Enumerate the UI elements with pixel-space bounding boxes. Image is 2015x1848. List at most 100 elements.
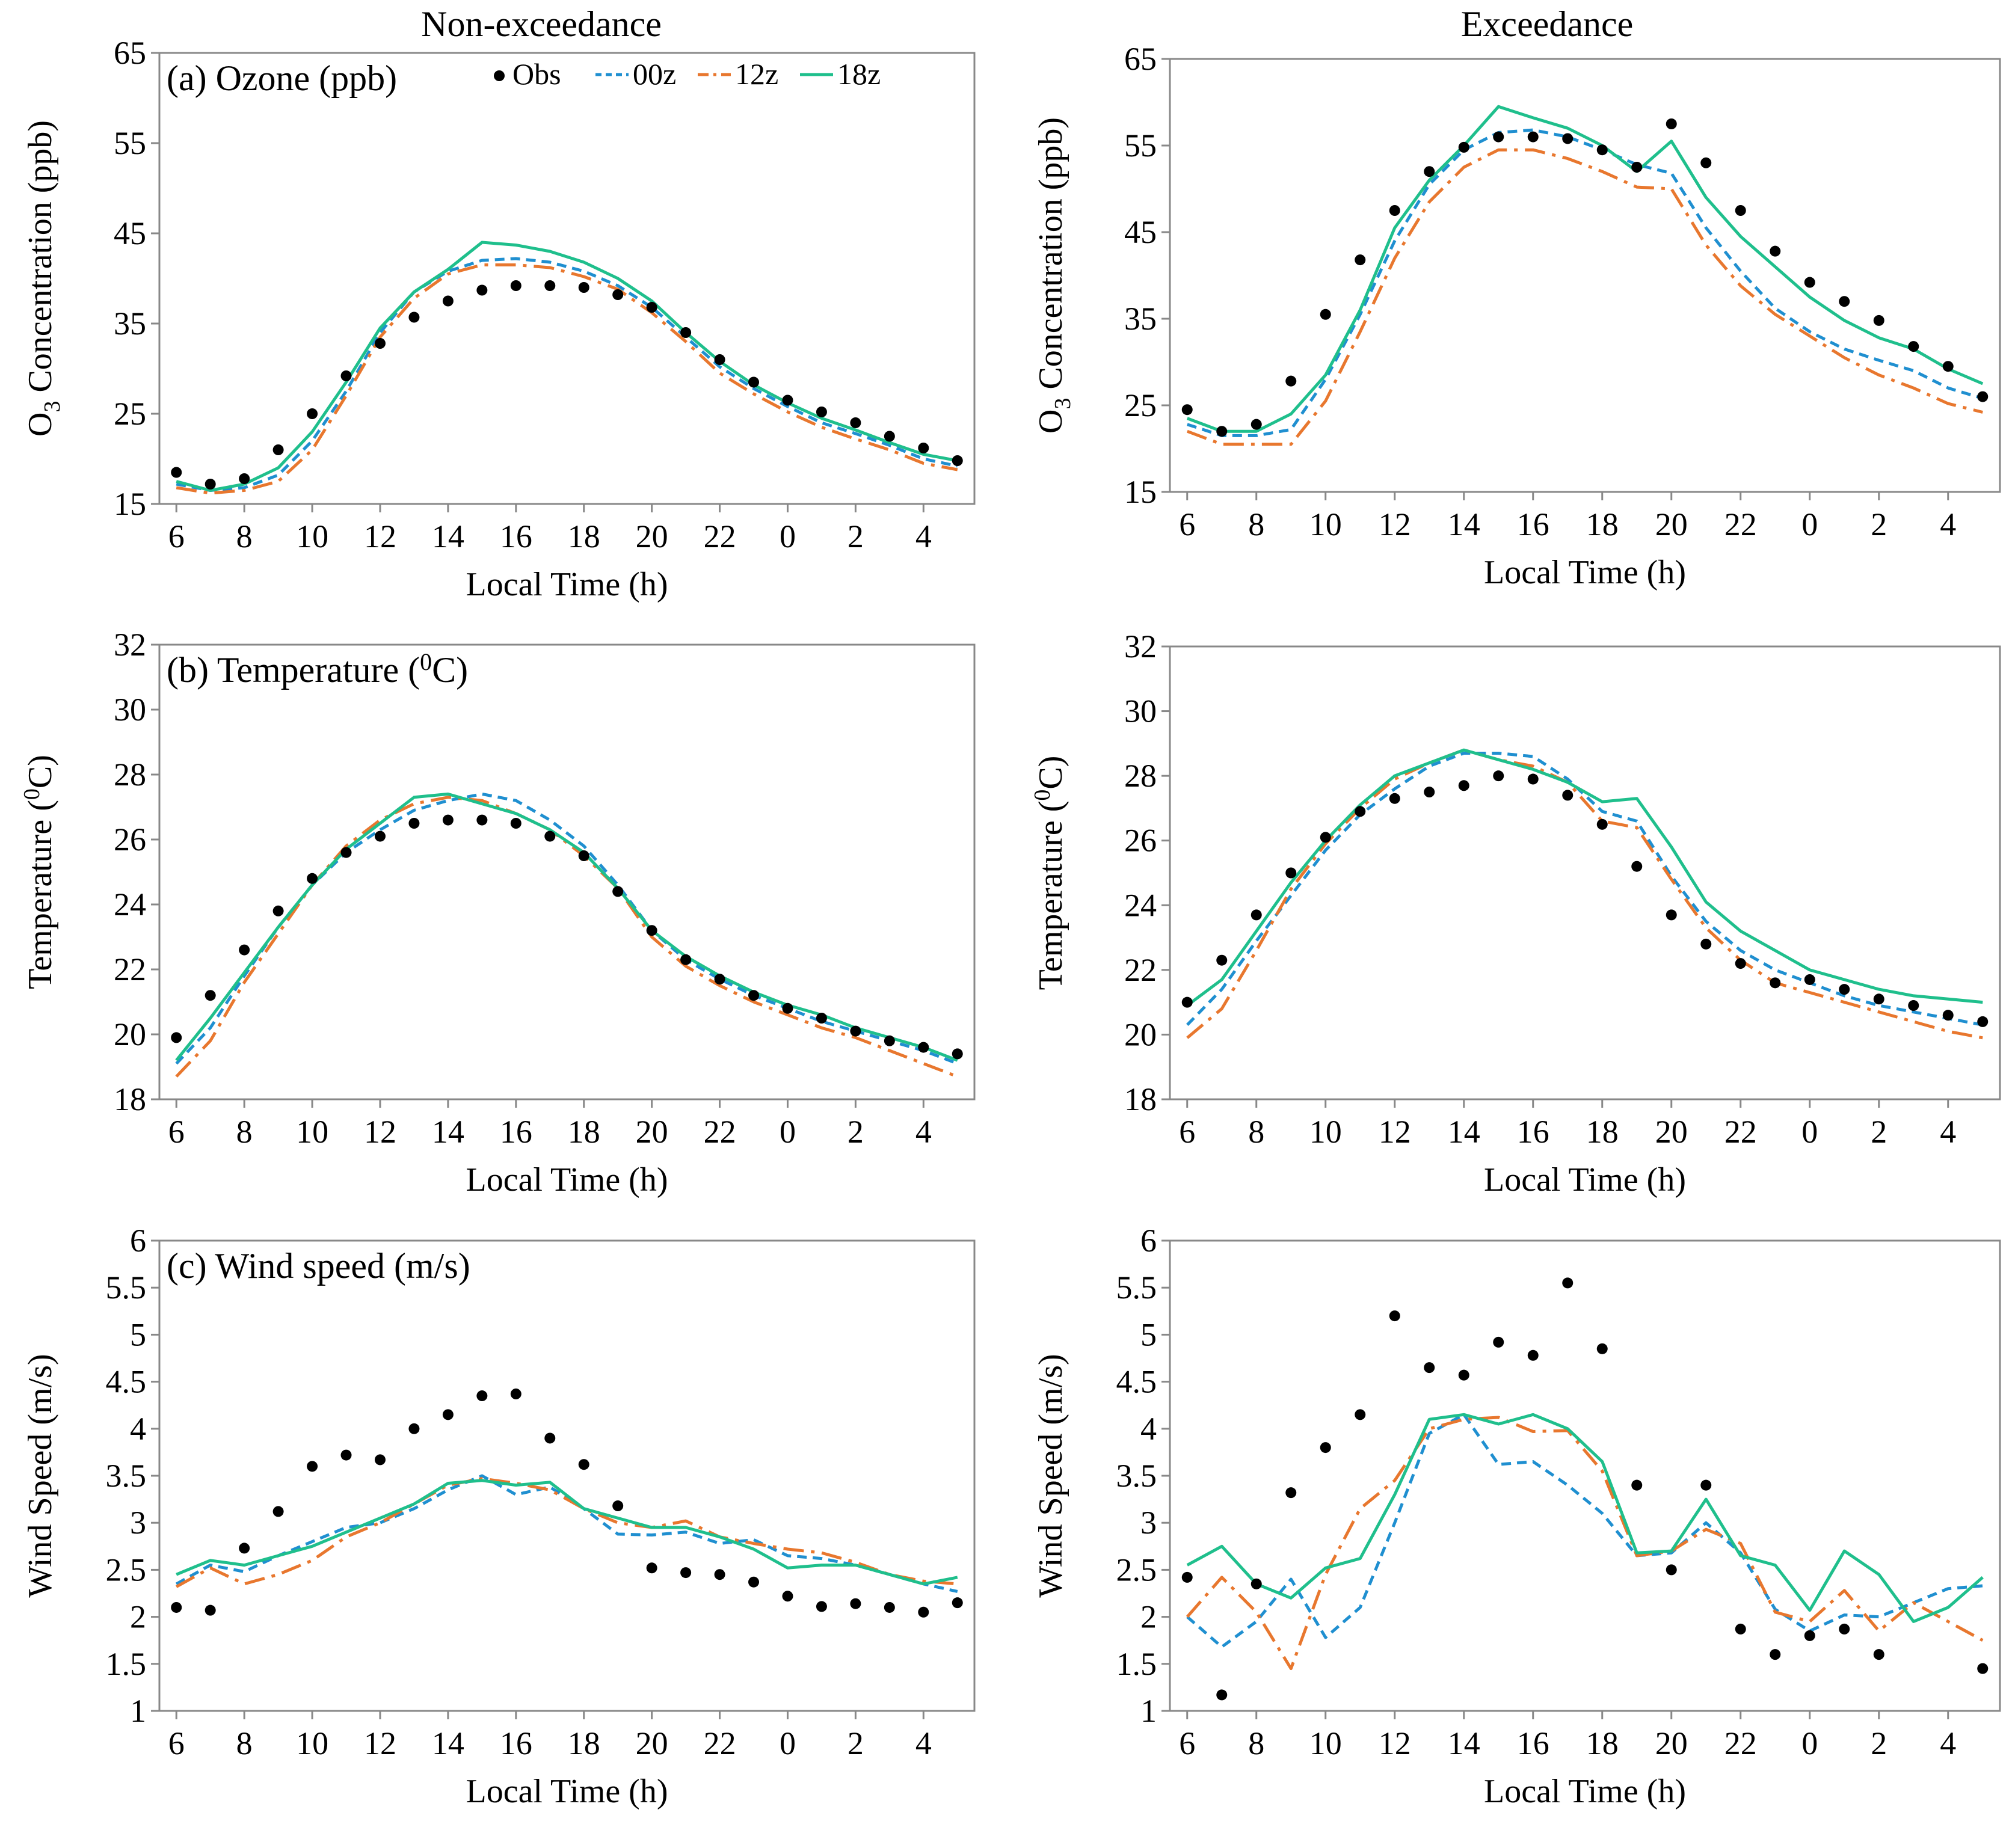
obs-point [1181,996,1193,1008]
x-tick-label: 14 [432,1114,464,1150]
obs-point [1493,770,1504,782]
x-tick-label: 0 [1801,1114,1818,1150]
obs-point [1700,1479,1712,1491]
series-line-12z [175,1477,958,1588]
x-tick-label: 0 [1801,1725,1818,1761]
y-tick-label: 20 [1124,1016,1157,1052]
obs-point [1596,1343,1608,1354]
x-tick-label: 20 [1655,506,1688,542]
y-tick-label: 5.5 [1116,1269,1157,1306]
series-line-00z [175,792,958,1065]
series-line-18z [176,1479,958,1586]
x-tick-label: 10 [296,518,328,554]
obs-point [952,1597,963,1609]
y-tick-label: 65 [1124,41,1157,77]
y-axis-label: Temperature (0C) [1030,756,1069,990]
obs-point [1804,277,1815,288]
y-tick-label: 25 [114,396,146,432]
obs-point [850,417,861,428]
obs-point [612,886,624,897]
y-tick-label: 22 [1124,952,1157,988]
x-tick-label: 4 [1940,506,1956,542]
x-tick-label: 20 [636,518,668,554]
obs-point [544,1432,556,1444]
obs-point [714,974,725,985]
obs-point [1285,867,1297,879]
x-tick-label: 10 [1309,1725,1342,1761]
x-tick-label: 16 [1517,1725,1549,1761]
obs-point [646,302,657,313]
obs-point [1181,1571,1193,1583]
y-axis-label: O3 Concentration (ppb) [22,120,65,437]
y-tick-label: 45 [1124,214,1157,250]
obs-point [1285,375,1297,387]
y-tick-label: 30 [1124,693,1157,729]
obs-point [307,1461,318,1472]
y-axis-label: Wind Speed (m/s) [1032,1354,1069,1597]
x-tick-label: 12 [364,518,396,554]
obs-point [1181,404,1193,416]
obs-point [442,1409,454,1420]
x-tick-label: 2 [1871,1114,1887,1150]
obs-point [612,1500,624,1512]
obs-point [952,1048,963,1060]
obs-point [1493,1336,1504,1348]
obs-point [1389,1310,1400,1322]
obs-point [1389,793,1400,804]
y-axis-label-rest: C) [1032,756,1069,790]
y-tick-label: 55 [114,125,146,161]
y-axis-label-sup: 0 [1030,790,1055,801]
obs-point [1631,861,1643,872]
y-axis-label-main: Temperature ( [22,800,59,989]
y-axis-label: Temperature (0C) [19,755,59,989]
y-tick-label: 28 [1124,758,1157,794]
obs-point [1977,1663,1989,1674]
series-line-00z [175,1474,958,1593]
obs-point [578,850,589,861]
obs-point [205,1604,216,1616]
obs-point [714,354,725,365]
series-line-12z [1186,148,1983,446]
obs-point [1770,245,1781,257]
obs-point [1631,1479,1643,1491]
y-tick-label: 5 [130,1316,146,1352]
y-tick-label: 4.5 [106,1364,147,1400]
obs-point [918,1606,929,1618]
y-tick-label: 1 [1140,1693,1157,1729]
y-tick-label: 18 [1124,1081,1157,1117]
x-tick-label: 6 [1179,506,1195,542]
y-tick-label: 25 [1124,387,1157,423]
chart-windspeed-nonexceedance: 1 1.5 2 2.5 3 3.5 4 4.5 5 5.5 6 6 8 10 12 14 16 18 20 22 0 2 4… [22,1223,976,1810]
x-tick-label: 16 [500,518,532,554]
obs-point [1873,315,1884,326]
obs-point [1839,984,1850,995]
x-tick-label: 14 [1448,1725,1480,1761]
column-title-left: Non-exceedance [421,4,662,44]
plot-area [1169,1239,2001,1712]
y-tick-label: 3 [1140,1505,1157,1541]
y-tick-label: 6 [130,1223,146,1259]
x-tick-label: 20 [636,1114,668,1150]
y-tick-label: 18 [114,1081,146,1117]
x-tick-label: 12 [364,1725,396,1761]
x-tick-label: 18 [568,1114,600,1150]
y-tick-label: 55 [1124,127,1157,164]
x-tick-label: 20 [636,1725,668,1761]
y-axis-label-main: O [1032,410,1069,434]
obs-point [1320,309,1331,320]
y-tick-label: 20 [114,1016,146,1052]
y-axis-label: Wind Speed (m/s) [22,1354,59,1597]
series-line-00z [176,257,958,492]
x-tick-label: 6 [1179,1114,1195,1150]
y-axis-label-main: Temperature ( [1032,801,1069,990]
x-tick-label: 12 [1379,1114,1411,1150]
x-tick-label: 4 [1940,1725,1956,1761]
obs-point [544,830,556,842]
x-tick-label: 4 [1940,1114,1956,1150]
y-tick-label: 6 [1140,1223,1157,1259]
x-tick-label: 18 [568,1725,600,1761]
x-tick-label: 16 [500,1114,532,1150]
legend-marker-obs [494,70,505,81]
